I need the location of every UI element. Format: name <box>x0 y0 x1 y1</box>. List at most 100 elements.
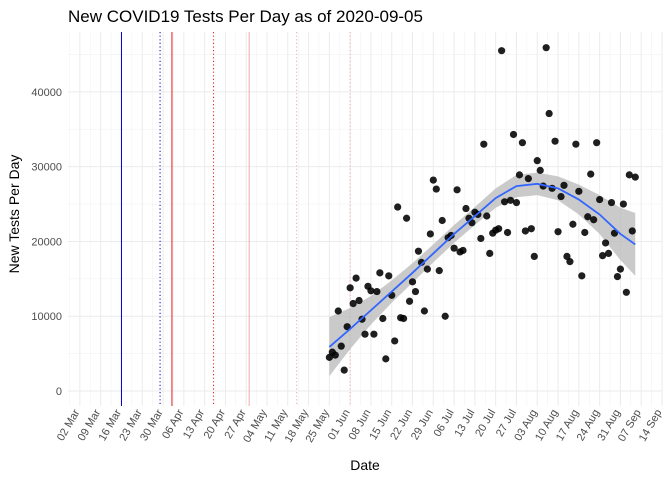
data-point <box>557 192 565 201</box>
data-point <box>554 228 562 236</box>
data-point <box>625 171 633 179</box>
data-point <box>480 140 488 148</box>
data-point <box>563 252 571 260</box>
data-point <box>622 288 630 296</box>
data-point <box>429 176 437 184</box>
data-point <box>527 225 535 233</box>
data-point <box>450 244 458 252</box>
grid-minor <box>68 32 662 406</box>
data-point <box>334 307 342 315</box>
data-point <box>536 166 544 174</box>
data-point <box>382 355 390 363</box>
data-point <box>590 216 598 224</box>
data-point <box>337 342 345 350</box>
data-point <box>441 312 449 320</box>
data-point <box>518 139 527 147</box>
data-point <box>417 258 426 266</box>
data-point <box>483 212 491 220</box>
data-point <box>610 229 619 237</box>
data-point <box>569 220 577 228</box>
data-point <box>575 187 583 195</box>
data-point <box>515 171 524 179</box>
y-tick-labels: 0 10000 20000 30000 40000 <box>31 87 62 398</box>
data-point <box>533 157 541 165</box>
data-point <box>340 366 348 374</box>
y-tick-label: 10000 <box>31 311 62 323</box>
data-point <box>370 330 378 338</box>
grid-major <box>68 32 663 406</box>
data-point <box>420 307 428 315</box>
data-point <box>628 227 636 235</box>
data-point <box>604 249 613 258</box>
data-point <box>551 137 559 145</box>
data-point <box>462 204 470 213</box>
data-point <box>495 225 503 233</box>
data-point <box>325 353 333 361</box>
chart-title: New COVID19 Tests Per Day as of 2020-09-… <box>68 7 423 26</box>
trend-line-path <box>328 182 636 348</box>
data-point <box>578 272 586 280</box>
data-point <box>566 258 574 266</box>
data-point <box>373 287 381 296</box>
data-point <box>349 299 357 308</box>
data-point <box>331 351 339 359</box>
data-point <box>411 287 420 296</box>
x-axis-title: Date <box>350 457 380 473</box>
data-point <box>408 278 417 286</box>
data-point <box>601 239 610 247</box>
data-point <box>385 272 393 280</box>
data-point <box>599 252 607 260</box>
data-point <box>593 139 601 147</box>
data-point <box>560 181 568 189</box>
data-point <box>521 227 529 235</box>
data-point <box>572 140 580 148</box>
data-point <box>477 234 485 243</box>
data-point <box>391 337 399 345</box>
data-point <box>584 213 592 221</box>
data-point <box>438 216 446 225</box>
data-point <box>402 214 411 222</box>
data-point <box>423 265 431 273</box>
data-point <box>587 170 595 178</box>
data-point <box>376 269 384 277</box>
data-point <box>616 265 625 273</box>
data-point <box>524 175 532 183</box>
data-point <box>596 195 604 204</box>
data-point <box>509 130 518 139</box>
data-point <box>394 203 402 211</box>
data-point <box>503 228 512 237</box>
data-point <box>400 314 408 323</box>
data-point <box>355 296 363 305</box>
data-point <box>435 267 443 275</box>
data-point <box>432 185 440 193</box>
data-point <box>405 297 414 305</box>
data-point <box>453 186 461 194</box>
y-tick-label: 0 <box>56 386 62 398</box>
data-point <box>367 287 375 295</box>
y-tick-label: 30000 <box>31 162 62 174</box>
data-point <box>613 272 622 281</box>
data-point <box>545 109 553 118</box>
y-tick-label: 20000 <box>31 236 62 248</box>
confidence-band <box>329 172 636 377</box>
data-point <box>486 249 494 258</box>
data-point <box>581 228 589 237</box>
data-point <box>619 200 627 208</box>
data-point <box>542 44 550 52</box>
data-point <box>414 247 423 255</box>
data-point <box>346 284 354 292</box>
data-points <box>325 44 639 374</box>
data-point <box>631 173 639 181</box>
data-point <box>352 274 360 282</box>
data-point <box>607 198 616 207</box>
y-tick-label: 40000 <box>31 87 62 99</box>
data-point <box>426 230 434 238</box>
data-point <box>506 196 515 204</box>
data-point <box>343 323 351 331</box>
reference-lines <box>120 32 351 406</box>
data-point <box>379 314 387 323</box>
data-point <box>361 330 369 338</box>
data-point <box>500 198 509 206</box>
